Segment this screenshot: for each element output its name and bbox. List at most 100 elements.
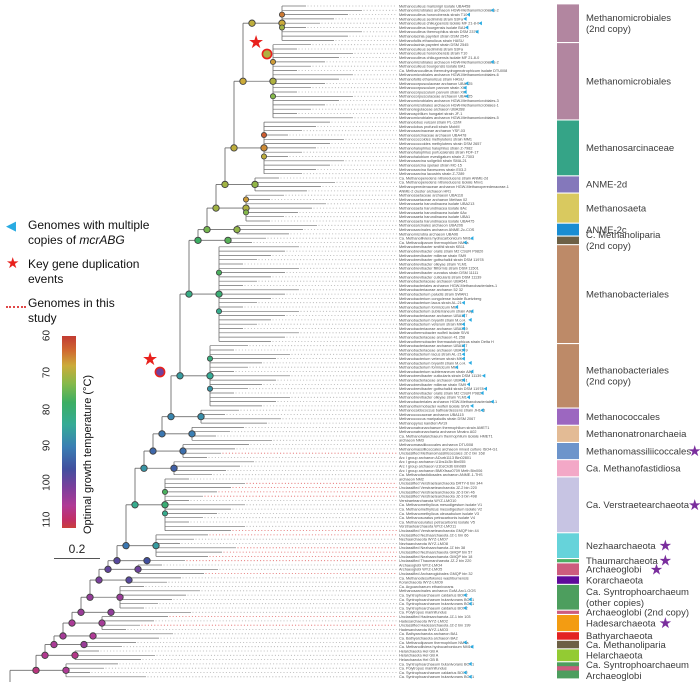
tip-label: Methanothermobacter wolfeii isolate SIV6 [399,331,469,335]
duplication-star-icon: ★ [142,349,158,369]
multi-copy-triangle-icon [468,661,472,666]
tip-label: Ca. Syntrophoarchaeum caldarius BOX2 [399,606,468,610]
multi-copy-triangle-icon [470,644,474,649]
tip-label: Helarchaeota Hel GB A [399,649,439,653]
tip-label: Methanobrevibacter gottschalkii strain D… [399,387,484,391]
tip-label: Methanobrevibacter smithii strain KB11 [399,245,465,249]
backbone-node [77,608,85,616]
multi-copy-triangle-icon [463,90,467,94]
multi-copy-triangle-icon [464,81,469,86]
tip-label: Methanobacteriaceae archaeon 41 258 [399,336,465,340]
tip-label: Methanosarcina soligelidi strain SMA-21 [399,159,467,163]
clade-node [215,290,223,298]
multi-copy-triangle-icon [463,606,467,610]
clade-bar [557,649,579,662]
tip-label: Unclassified Verstraetearchaeota DRTY-6 … [399,482,483,486]
tip-label: Methanobacteriaceae archaeon UBA349 [399,348,468,352]
backbone-node [32,666,40,674]
multi-copy-triangle-icon [478,21,482,26]
clade-label: Methanomassiliicoccales [586,446,691,457]
backbone-node [149,447,157,455]
internal-node [242,196,249,203]
multi-copy-triangle-icon [461,322,465,327]
tip-label: Methanopyrus kandleri AV19 [399,422,447,426]
clade-label: (2nd copy) [586,377,631,388]
backbone-node [230,144,238,152]
tip-label: Methanomicrobiales archaeon HGW-Methanom… [399,103,499,107]
tip-label: Methanoculleus sediminis strain S3Fa [399,47,464,51]
backbone-node [86,593,94,601]
tip-label: Ca. Methanosuratus petracarbonis isolate… [399,516,475,520]
internal-node [260,153,267,160]
tip-label: Ca. Syntrophoarchaeum caldarius BOX2 [399,594,468,598]
legend: ◀ Genomes with multiple copies of mcrABG… [6,218,176,335]
clade-label: ANME-2d [586,180,627,191]
tip-label: Arc I group archaeon U1bs1k3b Bin055 [399,460,466,464]
clade-star-icon: ★ [659,615,672,632]
multi-copy-triangle-icon [461,326,465,331]
multi-copy-triangle-icon [468,601,472,606]
multi-copy-triangle-icon [461,343,465,348]
multi-copy-triangle-icon [463,240,467,245]
internal-node [278,24,285,31]
multi-copy-triangle-icon [454,305,459,309]
tip-label: Methanobacteriaceae archaeon UBA541 [399,379,468,383]
tip-label: Methanoculleus chikugoensis isolate MF 2… [399,22,479,26]
tip-label: Methanobrevibacter cuticularis strain DS… [399,275,481,279]
tip-label: Methanobacterium subterraneum strain A8p [399,310,473,314]
legend-duplication: ★ Key gene duplication events [6,256,176,287]
tip-label: Archaeoglobi WYZ-LMO5 [399,568,442,572]
tip-label: Methanococcaceae archaeon UBA115 [399,413,464,417]
tip-label: Unclassified Thaumarchaeota JZ-2 bin 220 [399,559,471,563]
clade-bar [557,584,579,610]
tip-label: Methanobrevibacter oralis strain M2 CSUR… [399,250,483,254]
tip-label: Methanolacinia paynteri strain DSM 2545 [399,35,468,39]
tip-label: Methanosarcinaceae archaeon UBA478 [399,133,466,137]
tip-label: Methanoculleus marisnigri isolate UBA458 [399,4,470,8]
tip-label: Methanobacterium lacus strain AL-21 [399,353,462,357]
tip-label: Ca. Methanoliparum thermophilum NM1a [399,641,469,645]
clade-label: Methanobacteriales [586,289,669,300]
tip-label: Ca. Syntrophoarchaeum butanivorans BOX1 [399,602,474,606]
multi-copy-triangle-icon [480,408,484,413]
clade-label: Helarchaeota [586,651,643,662]
clade-node [197,412,205,421]
backbone-node [185,290,193,298]
tip-label: Methanobacteriaceae archaeon UBA117 [399,314,467,318]
clade-bar [557,559,579,563]
tip-label: Methanomicrobiales archaeon HGW-Methanom… [399,99,499,103]
tip-label: Ca. Methanodesulfokores washburnensis [399,576,469,580]
dotted-line-icon [6,296,28,311]
backbone-node [41,651,49,659]
clade-node [251,180,259,189]
clade-label: Archaeoglobi (2nd copy) [586,608,689,619]
tip-label: Ca. Methanomethylicus oleusabulum isolat… [399,512,479,516]
tip-label: Methanosaeta harundinacea isolate UBA213 [399,202,474,206]
tip-label: Methanohalophilus portucalensis strain F… [399,151,479,155]
tip-label: Arc I group archaeon U1bsCk3b Bin089 [399,465,466,469]
clade-node [233,225,241,234]
tip-label: Methanomicrobiales archaeon HGW-Methanom… [399,60,499,64]
clade-node [107,608,115,616]
legend-multiple-copies: ◀ Genomes with multiple copies of mcrABG [6,218,176,248]
clade-bar-stripe [557,666,579,671]
tip-label: Methanobacterium formicicum Mb9 [399,366,458,370]
tip-label: Unclassified Nezhaarchaeota GMQP bin 57 [399,551,472,555]
tip-label: Methanosarcina flavescens strain E03.2 [399,168,466,172]
multi-copy-triangle-icon [468,360,472,365]
tip-label: Unclassified Methanomassiliicoccales JZ-… [399,452,485,456]
tip-label: Unclassified Verstraetearchaeota JZ-3 bi… [399,490,475,494]
clade-star-icon: ★ [659,553,672,570]
legend-duplication-text: Key gene duplication events [28,257,140,286]
clade-label: Thaumarchaeota [586,556,659,567]
internal-node [206,355,213,362]
tip-label: Methanoculleus horonobensis strain T10 [399,13,467,17]
backbone-node [104,565,112,573]
internal-node [278,11,285,18]
multi-copy-triangle-icon [461,300,465,305]
tip-label: Methanobacterium bryantii strain M.o.H. [399,318,466,322]
tip-label: Archaeoglobi WYZ-LMO4 [399,563,442,567]
multi-copy-triangle-icon [483,386,487,391]
clade-bar [557,640,579,649]
tip-label: Methanobacteriales archaeon HGW-Methanob… [399,284,497,288]
